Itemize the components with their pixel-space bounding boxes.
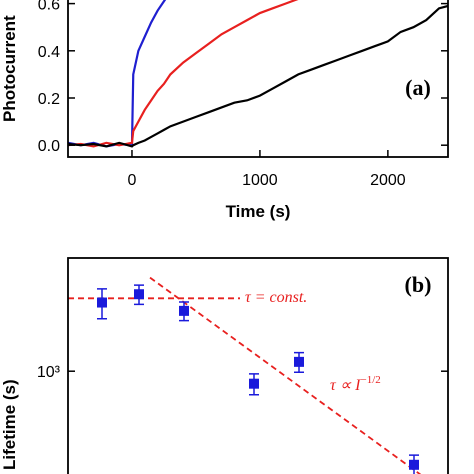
axes-frame xyxy=(67,257,449,474)
y-tick-label: 10³ xyxy=(37,364,61,381)
x-axis-label: Time (s) xyxy=(226,202,291,221)
point xyxy=(97,297,107,308)
y-tick-label: 0.6 xyxy=(38,0,60,14)
point xyxy=(179,305,189,316)
series-line xyxy=(68,4,448,148)
point xyxy=(134,289,144,300)
annotation: τ = const. xyxy=(245,289,307,306)
axes-frame xyxy=(67,0,449,158)
x-tick-label: 2000 xyxy=(370,172,406,189)
annotation-text: τ = const. xyxy=(245,289,307,306)
annotation: τ ∝ I−1/2 xyxy=(330,374,381,394)
y-tick-label: 0.2 xyxy=(38,91,60,108)
panel-label: (a) xyxy=(405,75,431,100)
x-tick-label: 0 xyxy=(128,172,137,189)
x-tick-label: 1000 xyxy=(242,172,278,189)
y-tick-label: 0.4 xyxy=(38,44,60,61)
series-line xyxy=(68,0,299,148)
point xyxy=(294,356,304,367)
annotation-text: τ ∝ I xyxy=(330,377,361,394)
y-axis-label: Lifetime (s) xyxy=(0,379,19,470)
panel-label: (b) xyxy=(405,272,432,297)
series-line xyxy=(68,0,167,148)
y-axis-label: Photocurrent xyxy=(0,15,19,122)
y-tick-label: 0.0 xyxy=(38,138,60,155)
annotation-superscript: −1/2 xyxy=(360,374,380,386)
fit-line xyxy=(149,276,422,474)
plot-area xyxy=(68,276,422,474)
point xyxy=(249,378,259,389)
plot-area xyxy=(68,0,448,148)
point xyxy=(409,459,419,470)
